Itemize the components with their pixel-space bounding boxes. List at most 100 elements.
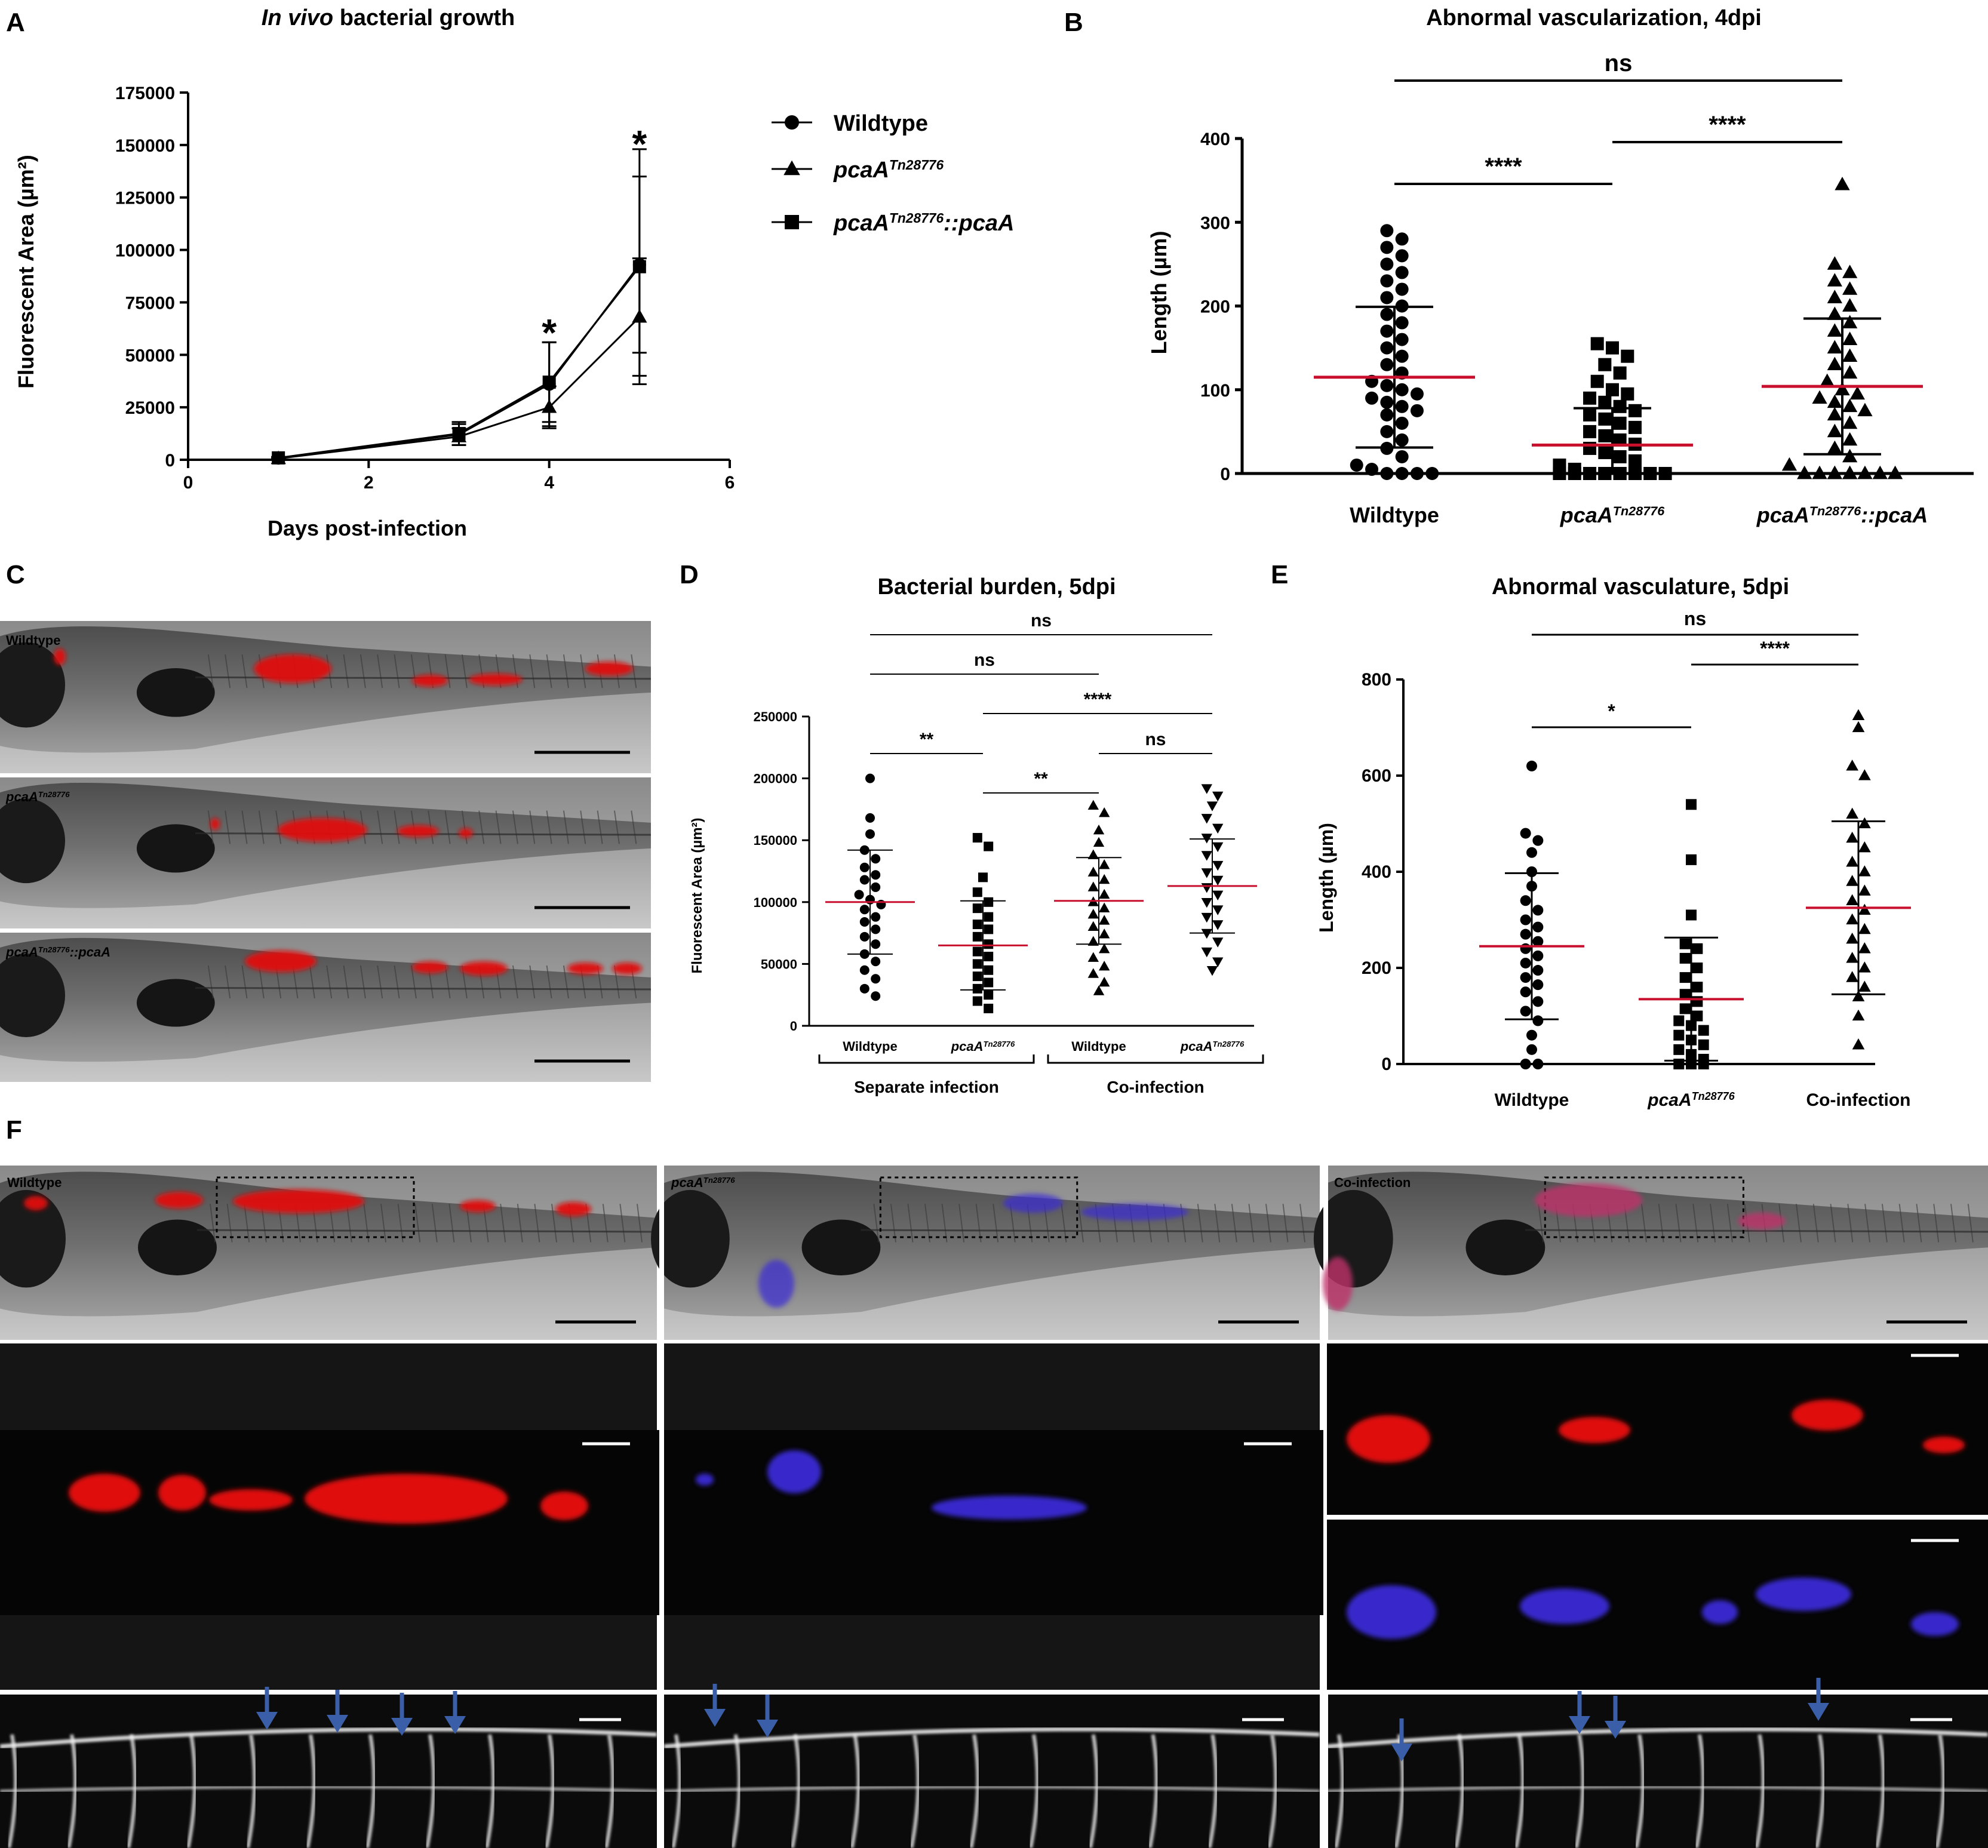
- chart-d-point: [1212, 920, 1224, 930]
- chart-e-point: [1692, 963, 1703, 973]
- chart-d-point: [984, 951, 994, 961]
- chart-b-point: [1365, 391, 1379, 405]
- arrow-icon: [1808, 1703, 1829, 1721]
- chart-a-ytick-label: 175000: [115, 84, 175, 103]
- chart-e-point: [1858, 923, 1871, 934]
- chart-d-point: [972, 983, 982, 994]
- chart-d-point: [1212, 842, 1224, 853]
- panel-f-column-label: pcaATn28776: [671, 1175, 735, 1190]
- chart-b-bracket-label: ****: [1709, 112, 1746, 138]
- chart-b-point: [1606, 383, 1619, 396]
- vessel-segment: [1267, 1734, 1278, 1848]
- chart-d-ytick-label: 50000: [761, 957, 797, 971]
- vessel-image: [0, 1695, 657, 1848]
- chart-d-point: [859, 931, 869, 942]
- chart-b-point: [1827, 394, 1842, 408]
- chart-d-point: [871, 974, 881, 984]
- chart-b-point: [1380, 308, 1394, 321]
- red-fluorescence: [305, 1474, 508, 1524]
- chart-e-point: [1852, 1038, 1865, 1050]
- chart-d-point: [859, 862, 869, 872]
- blue-fluorescence: [1003, 1194, 1063, 1213]
- chart-d-point: [984, 841, 994, 851]
- panel-f-images: Wildtype pcaATn28776 Co-infection: [0, 1166, 1988, 1848]
- chart-a-xlabel: Days post-infection: [268, 516, 467, 540]
- red-fluorescence: [278, 818, 367, 842]
- chart-e-point: [1520, 895, 1531, 906]
- red-fluorescence: [397, 825, 439, 837]
- blue-fluorescence: [1702, 1600, 1738, 1624]
- panel-divider: [1327, 1515, 1988, 1520]
- arrow-icon: [704, 1709, 726, 1727]
- arrow-icon: [757, 1720, 778, 1738]
- chart-b-point: [1842, 331, 1858, 345]
- chart-e-point: [1846, 856, 1858, 867]
- arrow-icon: [391, 1718, 413, 1736]
- chart-d-point: [984, 924, 994, 934]
- chart-d-point: [859, 983, 869, 994]
- vessel-segment: [0, 1727, 657, 1749]
- chart-d-point: [1099, 915, 1110, 925]
- panel-label-b: B: [1064, 8, 1083, 37]
- chart-b-point: [1621, 349, 1634, 363]
- chart-b-point: [1425, 467, 1439, 480]
- chart-b-point: [1380, 408, 1394, 422]
- chart-e-title: Abnormal vasculature, 5dpi: [1492, 574, 1789, 599]
- panel-f-fish-image: [1313, 1166, 1988, 1340]
- chart-e-point: [1532, 950, 1544, 961]
- chart-b-point: [1872, 465, 1888, 479]
- chart-d-bracket-label: **: [1034, 769, 1048, 789]
- chart-e-point: [1532, 965, 1544, 976]
- chart-e-ytick-label: 0: [1381, 1054, 1391, 1074]
- chart-d-point: [972, 946, 982, 957]
- chart-d-point: [972, 887, 982, 897]
- chart-b-point: [1827, 440, 1842, 454]
- chart-b-category-label: pcaATn28776: [1560, 503, 1665, 527]
- chart-d-point: [1212, 937, 1224, 948]
- chart-b-point: [1395, 467, 1409, 480]
- chart-e-point: [1679, 989, 1691, 1000]
- chart-d-point: [984, 1003, 994, 1013]
- chart-d-point: [1206, 801, 1218, 811]
- chart-b-point: [1842, 365, 1858, 379]
- chart-b-point: [1827, 290, 1842, 303]
- chart-b-point: [1395, 349, 1409, 363]
- chart-e-point: [1852, 721, 1865, 733]
- blue-fluorescence: [758, 1260, 794, 1308]
- red-fluorescence: [210, 818, 220, 830]
- panel-f-fish-image: [651, 1166, 1320, 1340]
- chart-e-point: [1520, 914, 1531, 925]
- chart-b-point: [1395, 383, 1409, 396]
- red-fluorescence: [459, 828, 473, 838]
- chart-e-point: [1532, 1059, 1544, 1069]
- chart-e-point: [1846, 831, 1858, 843]
- chart-b-point: [1628, 420, 1642, 434]
- chart-b-ytick-label: 300: [1200, 213, 1230, 233]
- chart-b-point: [1842, 315, 1858, 328]
- chart-b-point: [1553, 467, 1566, 480]
- chart-a-point: [452, 427, 466, 441]
- chart-d-bracket-label: ****: [1084, 690, 1112, 709]
- chart-a-ytick-label: 75000: [125, 293, 175, 313]
- chart-b-category-label: Wildtype: [1350, 503, 1439, 527]
- chart-d-ytick-label: 150000: [754, 833, 797, 848]
- chart-d-point: [871, 854, 881, 864]
- chart-d-point: [1212, 957, 1224, 967]
- panel-divider: [1323, 1166, 1328, 1848]
- chart-b-point: [1410, 467, 1424, 480]
- chart-e-point: [1858, 884, 1871, 896]
- chart-a-legend-marker: [785, 215, 799, 229]
- chart-d-point: [871, 870, 881, 880]
- red-fluorescence: [1559, 1417, 1630, 1443]
- red-fluorescence: [460, 1200, 496, 1212]
- chart-b-point: [1590, 337, 1604, 350]
- chart-a-point: [632, 260, 646, 273]
- chart-b-point: [1827, 340, 1842, 353]
- arrow-icon: [1569, 1716, 1590, 1734]
- chart-d-point: [1212, 823, 1224, 834]
- blue-fluorescence: [767, 1450, 821, 1493]
- chart-d-point: [859, 905, 869, 915]
- chart-d-point: [1212, 875, 1224, 886]
- red-fluorescence: [254, 654, 331, 683]
